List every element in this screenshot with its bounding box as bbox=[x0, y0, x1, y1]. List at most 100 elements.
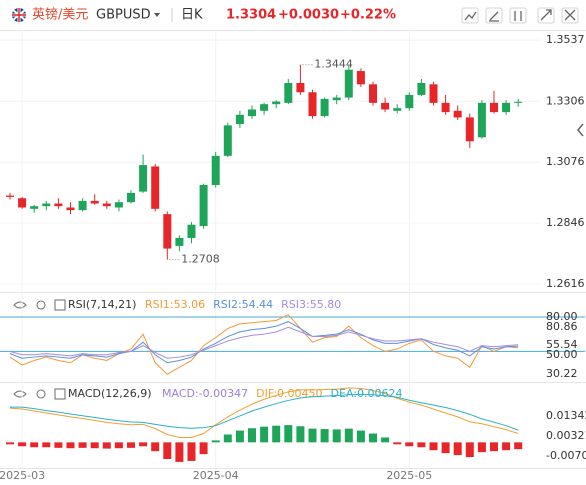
macd-bar bbox=[369, 433, 377, 443]
candle-body bbox=[30, 206, 39, 209]
candle-body bbox=[441, 102, 450, 113]
candle-body bbox=[54, 203, 63, 207]
candle-body bbox=[187, 224, 196, 238]
settings-icon[interactable] bbox=[564, 9, 576, 21]
macd-bar bbox=[78, 442, 87, 448]
macd-bar bbox=[30, 442, 39, 448]
candle-body bbox=[151, 166, 160, 209]
x-tick-label: 2025-04 bbox=[193, 469, 239, 482]
macd-bar bbox=[18, 442, 27, 447]
draw-icon[interactable] bbox=[489, 11, 499, 22]
candle-body bbox=[235, 114, 244, 125]
candle-body bbox=[477, 102, 486, 138]
candle-body bbox=[260, 104, 269, 111]
candle-body bbox=[6, 195, 14, 197]
price-change-pct: +0.22% bbox=[340, 8, 396, 23]
visibility-icon[interactable] bbox=[13, 301, 27, 309]
macd-bar bbox=[308, 428, 317, 443]
indicator-title[interactable]: RSI(7,14,21) bbox=[68, 298, 136, 311]
symbol[interactable]: GBPUSD bbox=[96, 8, 151, 23]
macd-bar bbox=[175, 442, 184, 462]
pair-name[interactable]: 英镑/美元 bbox=[32, 7, 88, 23]
y-tick-label: 80.00 bbox=[546, 310, 578, 323]
candle-type-button[interactable] bbox=[509, 7, 527, 24]
draw-button[interactable] bbox=[485, 7, 503, 24]
candle-type-icon[interactable] bbox=[514, 11, 522, 21]
macd-bar bbox=[235, 430, 244, 443]
settings-icon[interactable] bbox=[36, 389, 46, 399]
macd-bar bbox=[490, 442, 498, 452]
macd-bar bbox=[393, 442, 402, 445]
macd-bar bbox=[139, 442, 148, 447]
candle-body bbox=[223, 125, 232, 156]
indicator-title[interactable]: MACD(12,26,9) bbox=[68, 387, 152, 400]
legend-entry: DIF:0.00450 bbox=[256, 387, 322, 400]
settings-icon[interactable] bbox=[36, 300, 46, 310]
macd-bar bbox=[441, 442, 450, 454]
candle-body bbox=[284, 82, 293, 103]
macd-bar bbox=[429, 442, 438, 451]
y-tick-label: 1.3537 bbox=[546, 33, 585, 46]
indicator-select[interactable] bbox=[54, 299, 66, 311]
indicator-select[interactable] bbox=[54, 388, 66, 400]
candle-body bbox=[127, 192, 135, 203]
y-tick-label: 50.00 bbox=[546, 348, 578, 361]
candle-body bbox=[296, 82, 305, 93]
legend-entry: RSI1:53.06 bbox=[145, 298, 205, 311]
macd-bar bbox=[320, 429, 329, 443]
y-tick-label: 55.54 bbox=[546, 338, 578, 351]
y-tick-label: 1.2846 bbox=[546, 216, 585, 229]
rsi-line bbox=[9, 314, 519, 375]
y-tick-label: 30.22 bbox=[546, 367, 578, 380]
macd-line bbox=[9, 387, 519, 438]
candle-body bbox=[369, 84, 377, 103]
legend-entry: RSI2:54.44 bbox=[213, 298, 273, 311]
macd-bar bbox=[102, 442, 111, 449]
period[interactable]: 日K bbox=[181, 8, 203, 23]
candle-body bbox=[90, 200, 99, 204]
dropdown-arrow[interactable] bbox=[154, 13, 160, 17]
candle-body bbox=[102, 203, 111, 207]
candle-body bbox=[18, 198, 27, 208]
fullscreen-icon[interactable] bbox=[540, 9, 552, 21]
candle-body bbox=[66, 207, 75, 211]
annotation: 1.3444 bbox=[314, 58, 353, 71]
collapse-button[interactable] bbox=[577, 123, 584, 137]
macd-bar bbox=[453, 442, 462, 456]
y-tick-label: 1.2616 bbox=[546, 277, 585, 290]
candle-body bbox=[320, 98, 329, 117]
candle-body bbox=[163, 214, 172, 249]
candle-body bbox=[42, 203, 51, 207]
rsi-line bbox=[9, 321, 519, 364]
macd-bar bbox=[356, 430, 365, 443]
indicator-icon[interactable] bbox=[464, 11, 477, 21]
macd-bar bbox=[272, 425, 281, 443]
x-tick-label: 2025-05 bbox=[386, 469, 432, 482]
macd-bar bbox=[6, 442, 14, 445]
rsi-line bbox=[9, 326, 519, 359]
macd-bar bbox=[344, 428, 353, 443]
candle-body bbox=[332, 97, 341, 101]
macd-bar bbox=[187, 442, 196, 461]
y-tick-label: 1.3306 bbox=[546, 94, 585, 107]
y-tick-label: 0.01342 bbox=[546, 409, 586, 422]
macd-bar bbox=[405, 442, 414, 447]
macd-bar bbox=[66, 442, 75, 449]
visibility-icon[interactable] bbox=[13, 390, 27, 398]
macd-bar bbox=[199, 442, 208, 455]
legend-entry: RSI3:55.80 bbox=[281, 298, 341, 311]
candle-body bbox=[393, 108, 402, 111]
candle-body bbox=[490, 102, 498, 113]
candle-body bbox=[514, 101, 523, 103]
fullscreen-button[interactable] bbox=[537, 7, 555, 24]
candle-body bbox=[405, 94, 414, 109]
macd-bar bbox=[296, 426, 305, 443]
candle-body bbox=[453, 110, 462, 118]
settings-button[interactable] bbox=[561, 7, 579, 24]
indicator-button[interactable] bbox=[461, 7, 479, 24]
candle-body bbox=[417, 82, 426, 95]
macd-bar bbox=[211, 440, 220, 443]
y-tick-label: -0.00701 bbox=[546, 449, 586, 462]
